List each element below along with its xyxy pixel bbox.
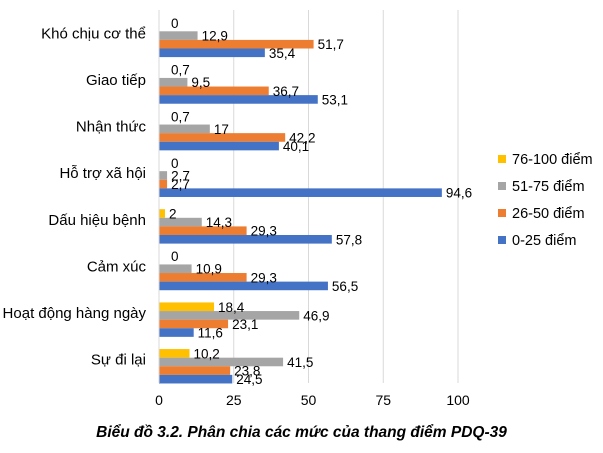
x-tick-label: 100: [446, 392, 470, 408]
legend-swatch: [498, 236, 506, 244]
legend-label: 51-75 điểm: [512, 179, 585, 195]
category-label: Khó chịu cơ thể: [41, 25, 146, 42]
data-label: 94,6: [446, 186, 472, 201]
legend-label: 76-100 điểm: [512, 152, 593, 168]
data-label: 14,3: [206, 215, 232, 230]
data-label: 46,9: [303, 308, 329, 323]
data-label: 57,8: [336, 232, 362, 247]
bar: [159, 357, 284, 367]
bar: [159, 141, 279, 151]
data-label: 2,7: [171, 177, 190, 192]
data-label: 56,5: [332, 279, 358, 294]
bar: [159, 319, 229, 329]
bar: [159, 374, 233, 384]
legend: 76-100 điểm 51-75 điểm 26-50 điểm 0-25 điểm: [498, 152, 593, 249]
data-label: 36,7: [273, 84, 299, 99]
bar: [159, 171, 168, 180]
category-label: Nhận thức: [76, 119, 147, 136]
bar: [159, 209, 165, 218]
data-label: 0,7: [171, 109, 190, 124]
data-label: 10,9: [196, 262, 222, 277]
data-label: 24,5: [236, 372, 262, 387]
x-tick-label: 0: [155, 392, 163, 408]
bar: [159, 31, 198, 40]
bar: [159, 48, 265, 58]
data-label: 9,5: [191, 75, 210, 90]
data-label: 12,9: [202, 29, 228, 44]
data-label: 29,3: [251, 224, 277, 239]
data-label: 40,1: [283, 139, 309, 154]
legend-label: 0-25 điểm: [512, 233, 576, 249]
bar: [159, 39, 314, 49]
bar: [159, 302, 215, 312]
bar: [159, 311, 300, 320]
category-label: Giao tiếp: [86, 72, 146, 89]
category-label: Sự đi lại: [91, 352, 146, 369]
data-label: 29,3: [251, 270, 277, 285]
axes: 0 25 50 75 100 Khó chịu cơ thể Giao tiếp Nhận t…: [3, 10, 470, 408]
bar: [159, 349, 190, 358]
x-tick-label: 75: [375, 392, 391, 408]
data-label: 23,1: [232, 317, 258, 332]
data-label: 0: [171, 16, 179, 31]
legend-label: 26-50 điểm: [512, 206, 585, 222]
bar: [159, 226, 247, 235]
category-label: Hỗ trợ xã hội: [59, 165, 146, 182]
bar: [159, 95, 318, 104]
data-label: 17: [214, 122, 229, 137]
bar: [159, 124, 210, 134]
bar: [159, 366, 231, 375]
category-label: Cảm xúc: [87, 258, 147, 275]
bar: [159, 217, 202, 227]
data-label: 0: [171, 156, 179, 171]
x-tick-label: 25: [226, 392, 242, 408]
bar: [159, 133, 286, 142]
legend-swatch: [498, 182, 506, 190]
data-label: 0,7: [171, 63, 190, 78]
bar: [159, 273, 247, 282]
bar: [159, 179, 168, 189]
data-label: 11,6: [198, 326, 223, 341]
data-label: 23,8: [234, 364, 260, 379]
bar: [159, 235, 332, 244]
data-label: 0: [171, 249, 179, 264]
legend-swatch: [498, 155, 506, 163]
bar: [159, 86, 269, 96]
data-label: 2: [169, 207, 177, 222]
category-label: Dấu hiệu bệnh: [48, 212, 146, 229]
bar: [159, 328, 194, 337]
data-label: 10,2: [193, 346, 219, 361]
legend-swatch: [498, 209, 506, 217]
data-label: 41,5: [287, 355, 313, 370]
data-label: 51,7: [318, 37, 344, 52]
bars: [159, 31, 442, 384]
data-label: 35,4: [269, 46, 296, 61]
bar: [159, 188, 442, 197]
bar: [159, 264, 192, 274]
data-label: 53,1: [322, 92, 348, 107]
chart-caption: Biểu đồ 3.2. Phân chia các mức của thang…: [96, 424, 507, 441]
category-label: Hoạt động hàng ngày: [3, 305, 147, 322]
data-label: 2,7: [171, 168, 190, 183]
data-label: 42,2: [289, 130, 315, 145]
bar: [159, 77, 188, 87]
data-labels: 2 18,4 10,2 12,9 9,5 17 2,7 14,3 10,9 46,9 41,5 51,…: [169, 16, 472, 387]
bar: [159, 281, 328, 291]
x-tick-label: 50: [301, 392, 317, 408]
data-label: 18,4: [218, 300, 245, 315]
